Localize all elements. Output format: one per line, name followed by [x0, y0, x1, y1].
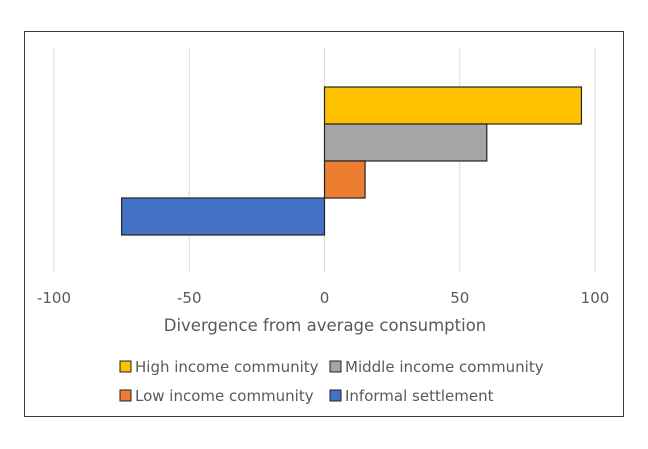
x-axis-label: Divergence from average consumption — [164, 316, 487, 335]
bar-middle-income-community — [323, 123, 488, 162]
x-tick-label: 100 — [581, 289, 610, 307]
bar-low-income-community — [323, 160, 366, 199]
x-tick-label: 50 — [450, 289, 469, 307]
legend-swatch — [329, 360, 342, 373]
legend-swatch — [119, 389, 132, 402]
x-tick-label: -50 — [177, 289, 202, 307]
legend-swatch — [119, 360, 132, 373]
legend-label: Middle income community — [345, 358, 544, 376]
legend: High income community Middle income commu… — [119, 358, 544, 405]
x-tick-labels: -100 -50 0 50 100 — [37, 289, 609, 307]
legend-label: Low income community — [135, 387, 314, 405]
legend-item: Middle income community — [329, 358, 544, 376]
x-tick-label: 0 — [320, 289, 330, 307]
bar-informal-settlement — [121, 197, 326, 236]
legend-label: High income community — [135, 358, 319, 376]
x-tick-label: -100 — [37, 289, 71, 307]
legend-label: Informal settlement — [345, 387, 494, 405]
legend-item: Low income community — [119, 387, 314, 405]
legend-swatch — [329, 389, 342, 402]
legend-item: High income community — [119, 358, 319, 376]
legend-item: Informal settlement — [329, 387, 494, 405]
bar-high-income-community — [323, 86, 583, 125]
bars — [121, 86, 583, 236]
